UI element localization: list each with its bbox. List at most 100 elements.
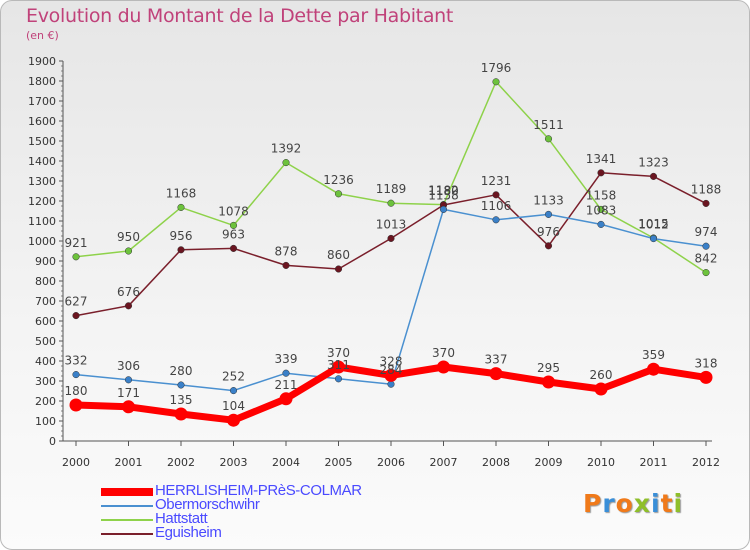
x-tick-label: 2003 bbox=[220, 456, 248, 469]
data-label: 1106 bbox=[481, 199, 512, 213]
data-label: 1511 bbox=[533, 118, 564, 132]
series-point bbox=[649, 235, 658, 243]
y-tick-label: 1000 bbox=[28, 235, 56, 248]
series-point bbox=[492, 216, 500, 224]
series-point bbox=[174, 407, 188, 421]
series-point bbox=[387, 199, 395, 207]
data-label: 370 bbox=[327, 346, 350, 360]
data-label: 339 bbox=[275, 352, 298, 366]
legend-swatch bbox=[101, 505, 153, 507]
data-label: 1231 bbox=[481, 174, 512, 188]
series-point bbox=[699, 370, 713, 384]
series-point bbox=[229, 244, 238, 252]
series-point bbox=[124, 247, 133, 255]
series-point bbox=[492, 191, 500, 199]
data-label: 1015 bbox=[638, 217, 669, 231]
data-label: 1012 bbox=[638, 218, 669, 232]
data-label: 252 bbox=[222, 370, 245, 384]
y-tick-label: 200 bbox=[35, 395, 56, 408]
series-point bbox=[594, 382, 608, 396]
data-label: 1013 bbox=[376, 217, 407, 231]
x-tick-label: 2011 bbox=[640, 456, 668, 469]
series-point bbox=[597, 169, 605, 177]
series-point bbox=[544, 242, 553, 250]
series-point bbox=[124, 376, 133, 384]
x-tick-label: 2001 bbox=[115, 456, 143, 469]
legend-swatch bbox=[101, 533, 153, 535]
series-point bbox=[439, 205, 448, 213]
series-point bbox=[177, 381, 185, 389]
y-tick-label: 1600 bbox=[28, 115, 56, 128]
data-label: 627 bbox=[65, 295, 88, 309]
data-label: 1158 bbox=[586, 188, 617, 202]
data-label: 171 bbox=[117, 386, 140, 400]
data-label: 1796 bbox=[481, 61, 512, 75]
data-label: 1158 bbox=[428, 188, 459, 202]
x-tick-label: 2007 bbox=[430, 456, 458, 469]
series-point bbox=[334, 375, 343, 383]
legend-label: Hattstatt bbox=[155, 510, 208, 527]
series-point bbox=[177, 203, 185, 211]
chart-title: Evolution du Montant de la Dette par Hab… bbox=[26, 5, 454, 27]
series-point bbox=[702, 242, 710, 250]
series-point bbox=[279, 392, 293, 406]
series-point bbox=[72, 253, 80, 261]
data-label: 180 bbox=[65, 384, 88, 398]
series-point bbox=[177, 246, 185, 254]
series-point bbox=[489, 367, 503, 381]
y-tick-label: 300 bbox=[35, 375, 56, 388]
series-point bbox=[282, 159, 290, 167]
logo-letter: i bbox=[651, 489, 661, 518]
legend-label: Eguisheim bbox=[155, 524, 222, 541]
series-point bbox=[334, 190, 343, 198]
data-label: 1168 bbox=[166, 186, 197, 200]
data-label: 284 bbox=[380, 363, 403, 377]
series-point bbox=[122, 400, 135, 414]
series-point bbox=[227, 413, 240, 427]
x-tick-label: 2008 bbox=[482, 456, 510, 469]
y-tick-label: 1300 bbox=[28, 175, 56, 188]
series-point bbox=[72, 371, 80, 379]
logo-letter: t bbox=[660, 489, 674, 518]
data-label: 1078 bbox=[218, 204, 249, 218]
series-point bbox=[229, 221, 238, 229]
proxiti-logo: Proxiti bbox=[583, 489, 683, 518]
data-label: 1188 bbox=[691, 182, 722, 196]
data-label: 1133 bbox=[533, 193, 564, 207]
x-tick-label: 2004 bbox=[272, 456, 300, 469]
logo-letter: i bbox=[673, 489, 684, 518]
data-label: 1341 bbox=[586, 152, 617, 166]
chart-unit: (en €) bbox=[26, 29, 59, 42]
x-tick-label: 2002 bbox=[167, 456, 195, 469]
legend-label: HERRLISHEIM-PRèS-COLMAR bbox=[155, 482, 362, 499]
data-label: 260 bbox=[590, 368, 613, 382]
y-tick-label: 1800 bbox=[28, 75, 56, 88]
data-label: 211 bbox=[275, 378, 298, 392]
x-tick-label: 2012 bbox=[692, 456, 720, 469]
data-label: 1392 bbox=[271, 142, 302, 156]
series-point bbox=[387, 234, 395, 242]
y-tick-label: 600 bbox=[35, 315, 56, 328]
data-label: 1236 bbox=[323, 173, 354, 187]
series-point bbox=[542, 375, 555, 389]
y-tick-label: 0 bbox=[49, 435, 56, 448]
series-point bbox=[69, 398, 83, 412]
data-label: 976 bbox=[537, 225, 560, 239]
series-point bbox=[492, 78, 500, 86]
x-tick-label: 2010 bbox=[587, 456, 615, 469]
x-tick-label: 2009 bbox=[535, 456, 563, 469]
data-label: 842 bbox=[695, 252, 718, 266]
data-label: 295 bbox=[537, 361, 560, 375]
data-label: 370 bbox=[432, 346, 455, 360]
data-label: 676 bbox=[117, 285, 140, 299]
data-label: 332 bbox=[65, 354, 88, 368]
series-point bbox=[384, 368, 398, 382]
y-tick-label: 1200 bbox=[28, 195, 56, 208]
data-label: 306 bbox=[117, 359, 140, 373]
series-point bbox=[597, 220, 605, 228]
series-point bbox=[597, 205, 605, 213]
y-tick-label: 900 bbox=[35, 255, 56, 268]
y-tick-label: 1700 bbox=[28, 95, 56, 108]
data-label: 921 bbox=[65, 236, 88, 250]
